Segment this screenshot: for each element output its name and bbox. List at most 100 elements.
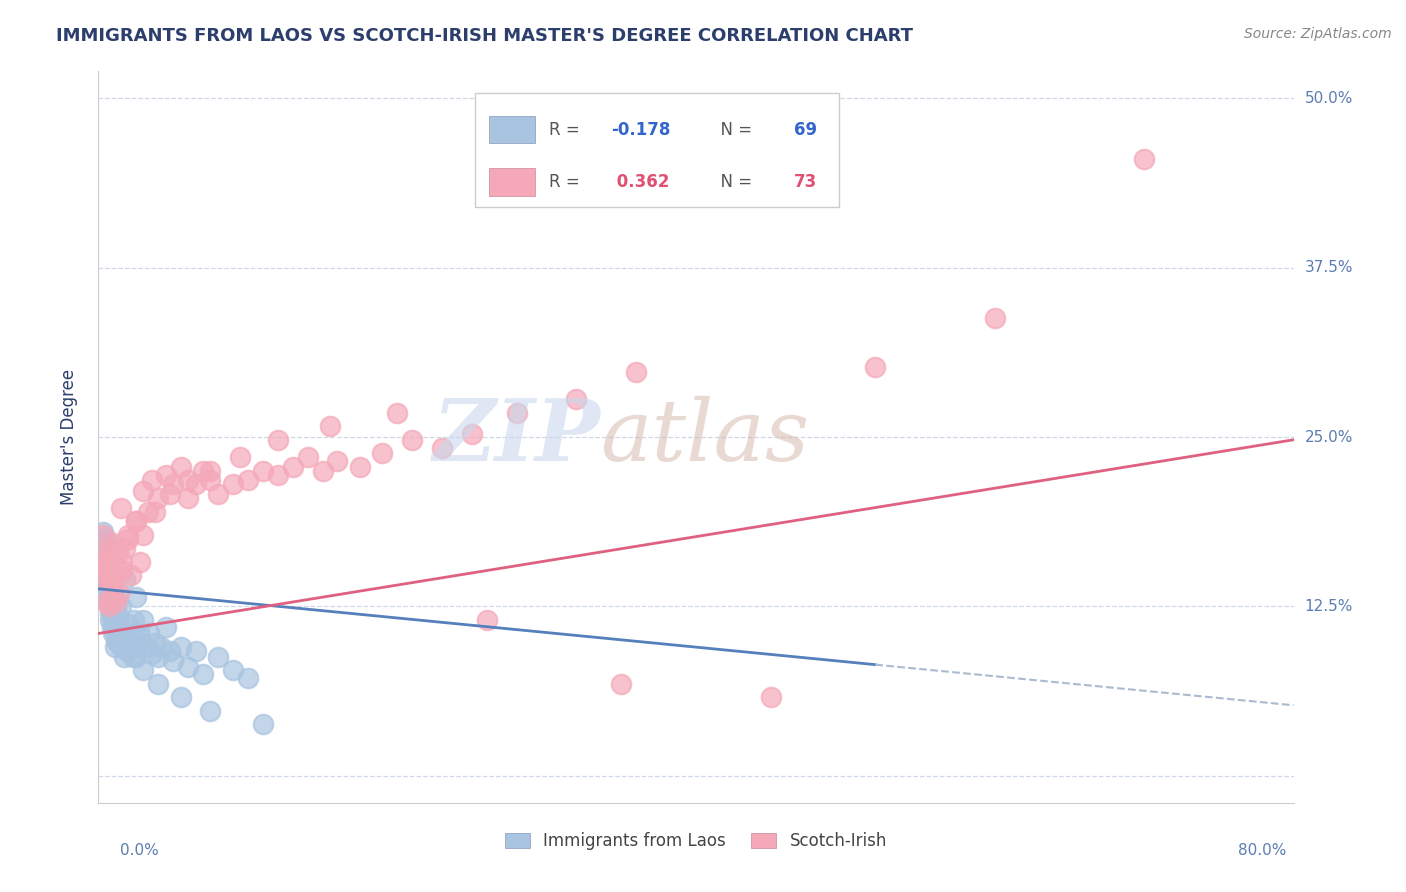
Point [98,606,122,620]
Point [430,441,453,455]
Point [132,663,155,677]
Point [132,613,155,627]
Point [177,474,200,488]
Point [159,487,181,501]
Point [143,636,166,650]
Point [96,579,118,593]
Point [148,676,170,690]
Point [96,568,118,582]
Text: ZIP: ZIP [433,395,600,479]
Point [101,620,124,634]
Point [103,576,125,591]
Text: R =: R = [548,173,585,191]
Point [114,572,136,586]
Point [121,649,143,664]
Point [371,446,394,460]
Point [94,532,117,546]
Point [162,654,184,668]
Point [125,649,148,664]
Text: 0.0%: 0.0% [120,843,159,858]
Point [141,647,163,661]
Point [297,450,319,465]
Point [177,491,200,505]
Point [125,514,148,528]
Point [103,608,125,623]
Bar [489,168,534,195]
Point [155,620,177,634]
Point [105,592,128,607]
Point [94,545,117,559]
Point [94,572,117,586]
Point [506,406,529,420]
Point [626,365,648,379]
Text: 80.0%: 80.0% [1239,843,1286,858]
Legend: Immigrants from Laos, Scotch-Irish: Immigrants from Laos, Scotch-Irish [498,825,894,856]
Point [93,568,115,582]
Point [200,704,222,718]
Point [110,640,132,654]
Point [103,626,125,640]
Point [107,608,129,623]
Point [111,555,134,569]
Point [94,555,117,569]
Point [148,649,170,664]
Point [207,487,229,501]
Point [865,359,887,374]
Point [91,524,114,539]
Point [169,640,191,654]
Point [252,464,274,478]
Point [98,613,122,627]
Point [101,590,124,604]
Point [107,545,129,559]
Point [110,599,132,614]
Point [108,586,131,600]
Point [111,623,134,637]
Point [115,644,138,658]
Point [281,459,304,474]
Point [169,459,191,474]
Point [236,474,259,488]
Point [98,572,122,586]
Point [475,613,498,627]
Point [118,636,141,650]
Point [141,474,163,488]
Point [96,545,118,559]
Point [222,477,245,491]
Point [207,649,229,664]
Point [97,549,120,564]
Point [759,690,782,705]
Point [105,633,128,648]
Point [103,586,125,600]
Point [143,505,166,519]
Point [117,617,139,632]
Point [138,626,160,640]
Point [401,433,423,447]
Point [252,717,274,731]
Point [236,671,259,685]
Point [200,464,222,478]
Point [105,599,128,614]
Point [111,563,134,577]
Text: R =: R = [548,120,585,138]
Text: 25.0%: 25.0% [1305,430,1353,444]
Point [117,527,139,541]
Point [267,468,290,483]
Point [110,500,132,515]
Point [148,491,170,505]
Point [120,568,142,582]
Point [326,454,349,468]
Point [117,636,139,650]
Point [461,427,484,442]
Text: -0.178: -0.178 [612,120,671,138]
Point [191,464,214,478]
Point [222,663,245,677]
Point [125,514,148,528]
Point [97,555,120,569]
Point [129,636,152,650]
Point [101,568,124,582]
Text: IMMIGRANTS FROM LAOS VS SCOTCH-IRISH MASTER'S DEGREE CORRELATION CHART: IMMIGRANTS FROM LAOS VS SCOTCH-IRISH MAS… [56,27,914,45]
Point [984,310,1007,325]
Point [129,555,152,569]
Point [150,640,173,654]
Point [136,505,159,519]
